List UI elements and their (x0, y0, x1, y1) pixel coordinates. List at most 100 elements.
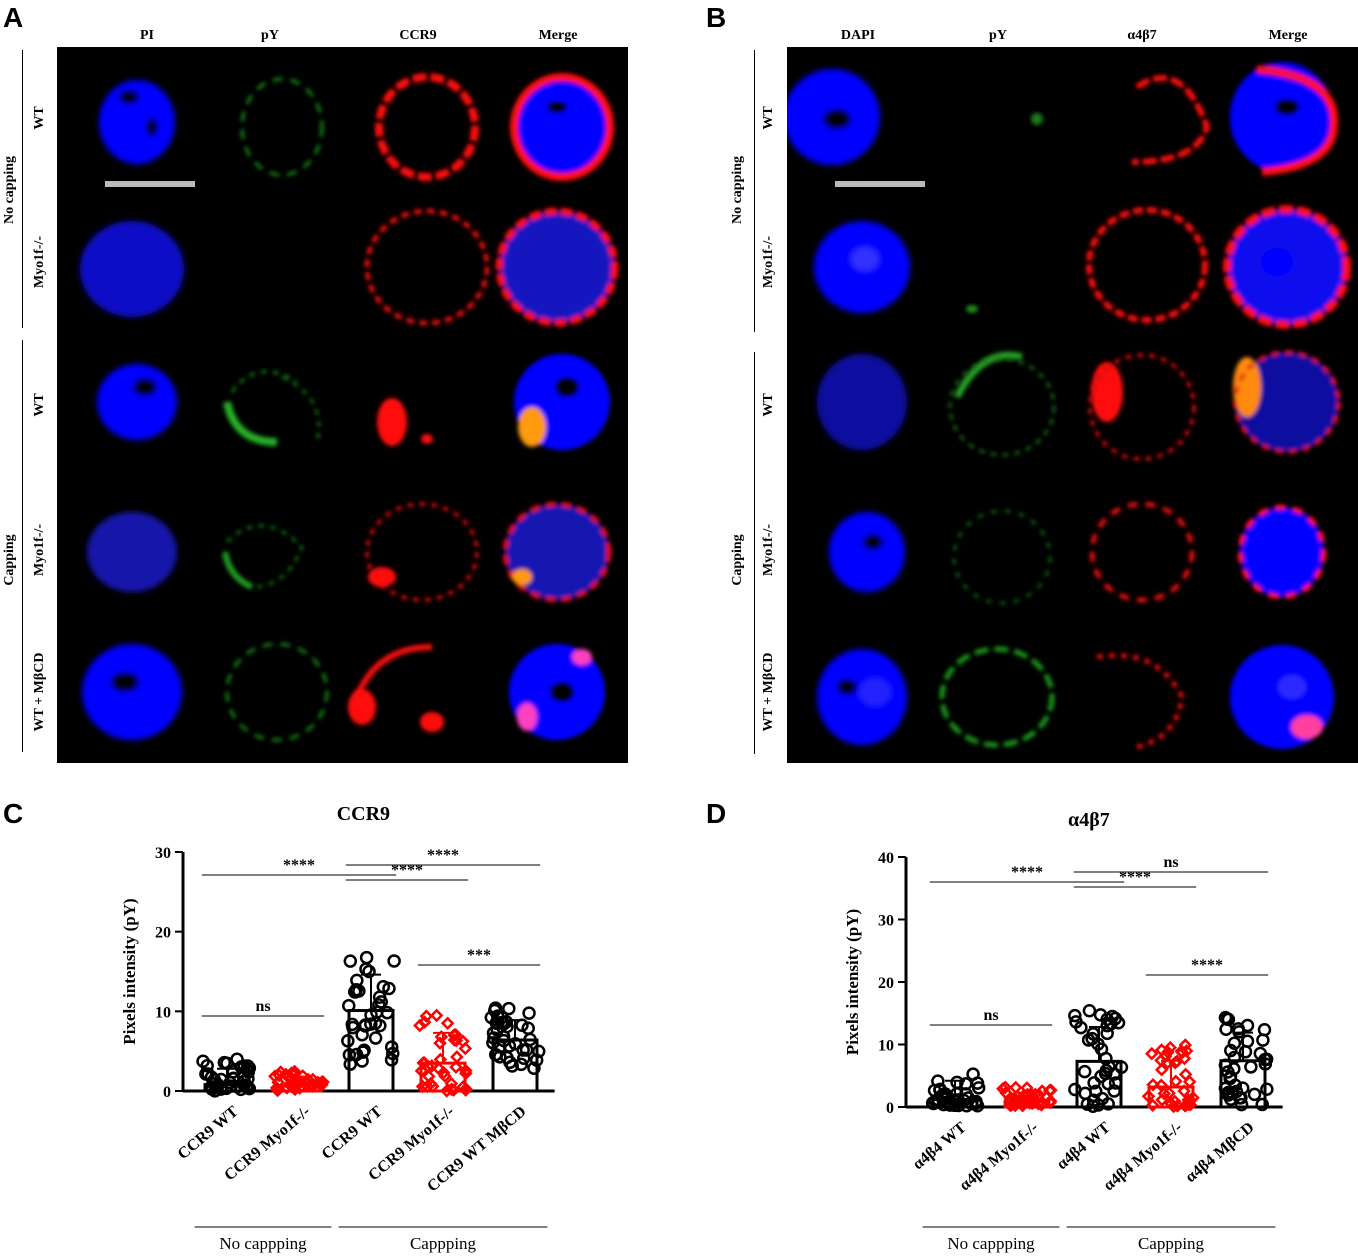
col-label-dapi: DAPI (840, 28, 876, 43)
data-point (527, 1061, 541, 1076)
data-point (505, 1059, 519, 1073)
y-tick-label: 20 (878, 975, 894, 992)
data-point (196, 1054, 210, 1069)
data-point (1234, 1091, 1248, 1105)
data-point (950, 1075, 964, 1090)
y-axis-label: Pixels intensity (pY) (120, 898, 139, 1044)
data-point (1154, 1062, 1169, 1077)
row-label-myo1f: Myo1f-/- (761, 523, 776, 577)
data-point (242, 1061, 257, 1075)
group-label: No cappping (947, 1234, 1035, 1253)
chart-ccr9: CCR9 0 10 20 30 Pixels intensity (pY) CCR9 WT C… (120, 803, 555, 1253)
data-point (374, 995, 389, 1009)
data-point (1234, 1097, 1249, 1112)
data-point (522, 1006, 536, 1020)
chart-title: CCR9 (337, 803, 390, 825)
data-point (933, 1083, 947, 1097)
data-point (1170, 1054, 1184, 1069)
data-point (519, 1043, 534, 1057)
data-point (1078, 1086, 1093, 1101)
data-point (1219, 1022, 1233, 1037)
group-bracket (754, 352, 755, 754)
significance-label: ns (983, 1007, 998, 1024)
significance-label: **** (1191, 957, 1223, 974)
row-label-wt: WT (761, 393, 776, 417)
data-point (343, 954, 358, 968)
data-point (359, 962, 373, 976)
significance-label: **** (391, 862, 423, 879)
data-point (434, 1030, 449, 1044)
data-point (1101, 1097, 1115, 1111)
x-tick-label: α4β4 Myo1f-/- (956, 1119, 1041, 1194)
row-label-wt-mbcd: WT + MβCD (761, 652, 776, 732)
panel-b: DAPI pY α4β7 Merge WT Myo1f-/- WT Myo1f-… (700, 0, 1358, 770)
data-point (1145, 1046, 1159, 1061)
data-point (1074, 1020, 1088, 1035)
data-point (1238, 1045, 1253, 1059)
chart-a4b7: α4β7 0 10 20 30 40 Pixels intensity (pY) α4β4 W… (843, 809, 1283, 1253)
y-tick-label: 30 (878, 913, 894, 930)
data-point (234, 1060, 248, 1074)
data-point (419, 1009, 434, 1023)
panel-d: α4β7 0 10 20 30 40 Pixels intensity (pY) α4β4 W… (700, 790, 1358, 1253)
data-point (488, 1047, 503, 1062)
data-point (971, 1081, 986, 1095)
data-point (1154, 1053, 1168, 1068)
data-point (449, 1060, 463, 1074)
significance-label: **** (1119, 869, 1151, 886)
data-point (966, 1067, 980, 1081)
data-point (1177, 1084, 1191, 1098)
col-label-py: pY (989, 28, 1007, 43)
data-point (368, 1031, 383, 1045)
group-label-capping: Capping (2, 534, 17, 586)
row-label-myo1f: Myo1f-/- (32, 523, 47, 577)
col-label-merge: Merge (1268, 28, 1308, 43)
data-point (440, 1016, 455, 1030)
data-point (517, 1051, 531, 1066)
col-label-ccr9: CCR9 (399, 28, 437, 43)
y-tick-label: 40 (878, 850, 894, 867)
data-point (1163, 1040, 1178, 1055)
data-point (1100, 1026, 1114, 1041)
group-label: Cappping (410, 1234, 477, 1253)
data-point (373, 1018, 387, 1033)
data-point (1224, 1043, 1238, 1058)
panel-a: PI pY CCR9 Merge WT Myo1f-/- WT Myo1f-/-… (0, 0, 640, 770)
data-point (491, 1016, 505, 1030)
group-bracket (22, 50, 23, 328)
data-point (1164, 1097, 1179, 1111)
panel-letter-a: A (3, 2, 24, 33)
x-tick-label: α4β4 Myo1f-/- (1100, 1119, 1185, 1194)
row-label-wt: WT (32, 106, 47, 130)
data-point (429, 1008, 444, 1023)
data-point (458, 1083, 473, 1097)
panel-letter-c: C (3, 798, 24, 829)
panel-letter-b: B (706, 2, 727, 33)
y-axis-label: Pixels intensity (pY) (843, 909, 862, 1055)
y-tick-label: 30 (155, 845, 171, 862)
micrograph-grid (57, 47, 628, 763)
data-point (1227, 1036, 1242, 1051)
row-label-myo1f: Myo1f-/- (32, 235, 47, 289)
data-point (969, 1096, 983, 1111)
data-point (357, 1043, 371, 1057)
scale-bar (835, 181, 925, 187)
y-tick-label: 0 (163, 1084, 171, 1101)
y-tick-label: 20 (155, 925, 171, 942)
data-point (355, 1027, 369, 1042)
group-label: Cappping (1138, 1234, 1205, 1253)
group-label-capping: Capping (730, 534, 745, 586)
x-tick-label: α4β4 WT (910, 1119, 970, 1173)
data-point (1244, 1060, 1258, 1074)
row-label-wt: WT (761, 106, 776, 130)
data-point (201, 1067, 215, 1081)
scale-bar (105, 181, 195, 187)
data-point (1101, 1076, 1116, 1091)
data-point (423, 1076, 438, 1091)
data-point (387, 954, 401, 968)
row-label-wt-mbcd: WT + MβCD (32, 652, 47, 732)
data-point (1227, 1050, 1242, 1065)
group-label: No cappping (219, 1234, 307, 1253)
data-point (1256, 1033, 1270, 1047)
x-tick-label: α4β4 MβCD (1182, 1119, 1257, 1186)
